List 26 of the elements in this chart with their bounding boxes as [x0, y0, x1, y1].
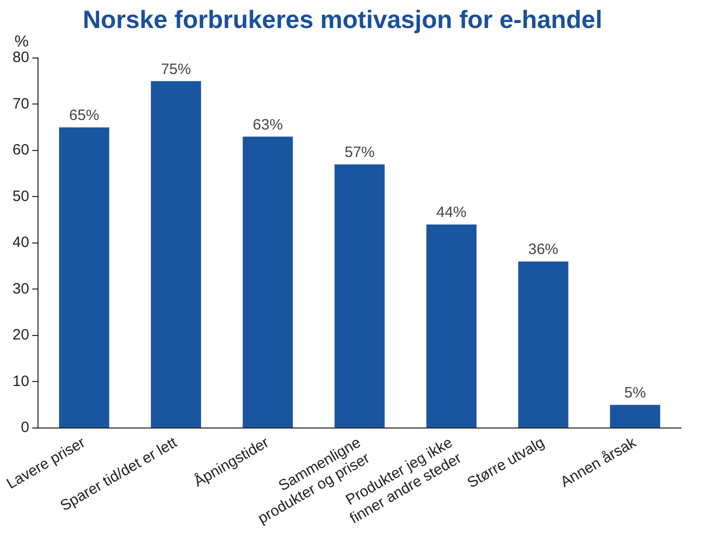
bar [150, 81, 202, 428]
data-label: 63% [252, 116, 283, 134]
bar [242, 136, 293, 428]
data-label: 65% [69, 107, 100, 124]
data-label: 44% [436, 204, 466, 222]
y-tick-label: 80 [12, 49, 30, 66]
y-tick-label: 20 [12, 326, 30, 344]
y-tick-label: 50 [12, 188, 30, 205]
y-tick-label: 40 [12, 234, 30, 252]
x-tick-label: Større utvalg [464, 434, 548, 492]
data-label: 5% [624, 384, 646, 402]
chart-title: Norske forbrukeres motivasjon for e-handel [82, 6, 602, 34]
y-tick-label: 0 [20, 419, 30, 436]
y-axis-title: % [14, 33, 29, 50]
data-label: 36% [528, 241, 558, 258]
data-label: 57% [344, 144, 375, 162]
bar [334, 164, 385, 428]
y-tick-label: 30 [12, 280, 30, 298]
y-tick-label: 10 [12, 372, 30, 390]
bar [59, 127, 110, 428]
bar [518, 261, 568, 428]
bar [426, 224, 477, 428]
y-tick-label: 70 [12, 95, 30, 112]
data-label: 75% [160, 60, 191, 78]
bar [610, 404, 660, 428]
y-tick-label: 60 [12, 142, 30, 159]
